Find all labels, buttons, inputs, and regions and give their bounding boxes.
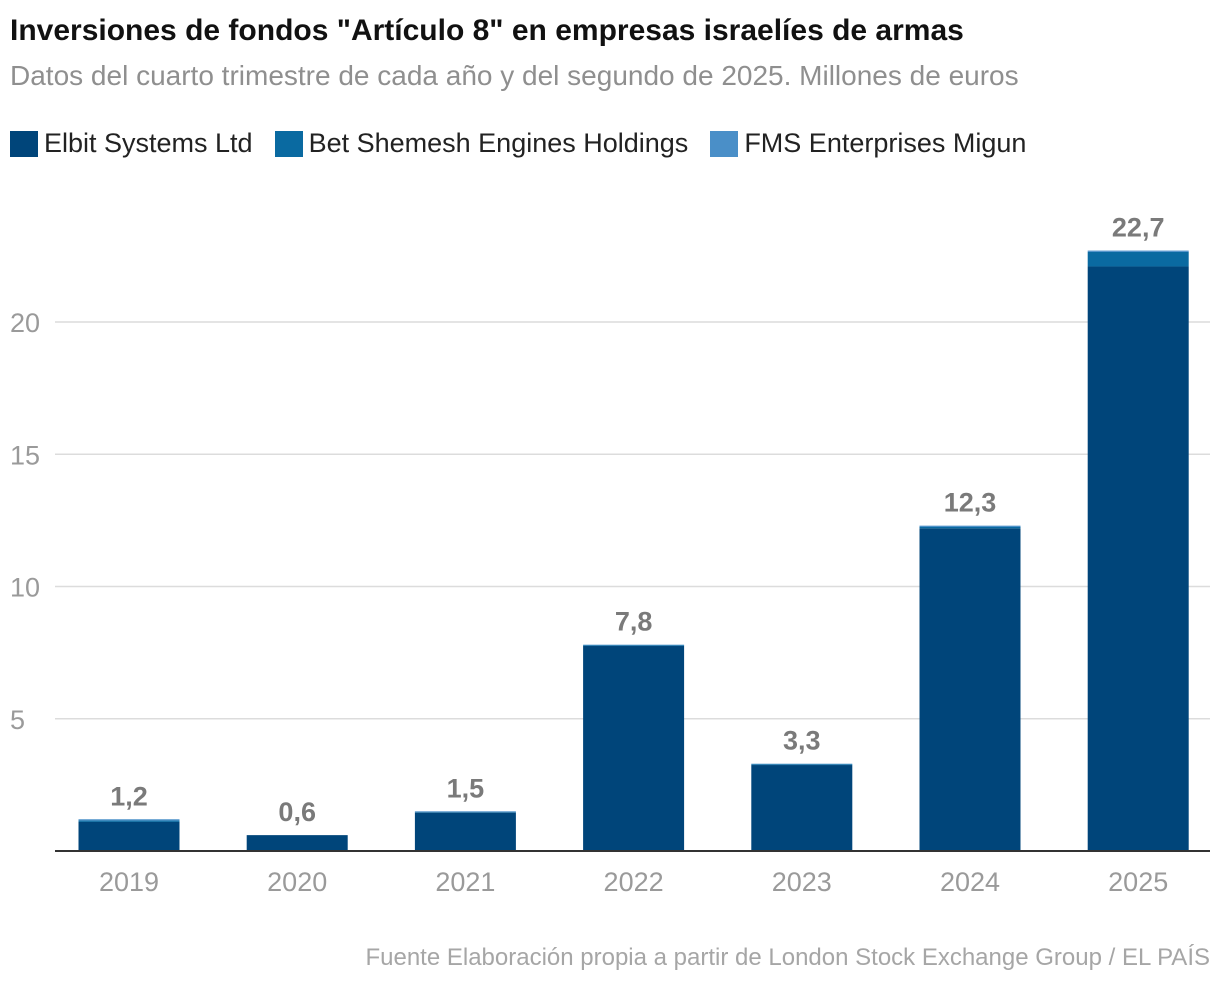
- y-tick-label-15: 15: [10, 440, 40, 470]
- data-label-2021: 1,5: [447, 773, 485, 803]
- bar-2023-series-0: [751, 765, 853, 851]
- data-label-2023: 3,3: [783, 726, 821, 756]
- bar-2020-series-0: [246, 835, 348, 851]
- bar-2024-series-1: [919, 526, 1021, 529]
- bar-2023-series-1: [751, 764, 853, 766]
- bar-2019-series-0: [78, 821, 180, 851]
- bar-2019-series-2: [78, 819, 180, 821]
- x-tick-label-2025: 2025: [1108, 867, 1168, 897]
- chart-title: Inversiones de fondos "Artículo 8" en em…: [10, 14, 964, 47]
- data-label-2019: 1,2: [110, 781, 148, 811]
- legend-swatch-fms: [710, 130, 739, 157]
- legend-item-bet-shemesh: Bet Shemesh Engines Holdings: [274, 128, 689, 159]
- data-label-2024: 12,3: [944, 488, 997, 518]
- legend: Elbit Systems Ltd Bet Shemesh Engines Ho…: [10, 128, 1048, 159]
- legend-swatch-bet-shemesh: [274, 130, 303, 157]
- legend-item-fms: FMS Enterprises Migun: [710, 128, 1026, 159]
- data-label-2020: 0,6: [278, 797, 316, 827]
- x-tick-label-2020: 2020: [267, 867, 327, 897]
- legend-swatch-elbit: [10, 130, 38, 157]
- y-tick-label-10: 10: [10, 573, 40, 603]
- x-tick-label-2022: 2022: [604, 867, 664, 897]
- legend-label-bet-shemesh: Bet Shemesh Engines Holdings: [308, 128, 689, 158]
- legend-label-elbit: Elbit Systems Ltd: [44, 128, 253, 158]
- bar-2022-series-0: [583, 646, 685, 851]
- x-tick-label-2021: 2021: [435, 867, 495, 897]
- legend-item-elbit: Elbit Systems Ltd: [10, 128, 253, 159]
- data-label-2022: 7,8: [615, 607, 653, 637]
- bar-2024-series-2: [919, 525, 1021, 527]
- bar-2023-series-2: [751, 763, 853, 765]
- data-label-2025: 22,7: [1112, 213, 1165, 243]
- bar-2025-series-2: [1087, 250, 1189, 252]
- bar-2021-series-0: [414, 812, 516, 851]
- bar-2019-series-1: [78, 820, 180, 822]
- y-tick-label-20: 20: [10, 308, 40, 338]
- x-tick-label-2024: 2024: [940, 867, 1000, 897]
- bar-2021-series-1: [414, 812, 516, 813]
- legend-label-fms: FMS Enterprises Migun: [744, 128, 1027, 158]
- bar-2021-series-2: [414, 811, 516, 813]
- bar-2022-series-1: [583, 645, 685, 647]
- y-tick-label-5: 5: [10, 705, 25, 735]
- source-note: Fuente Elaboración propia a partir de Lo…: [365, 944, 1210, 971]
- chart-subtitle: Datos del cuarto trimestre de cada año y…: [10, 60, 1019, 91]
- x-tick-label-2019: 2019: [99, 867, 159, 897]
- bar-2024-series-0: [919, 528, 1021, 851]
- x-tick-label-2023: 2023: [772, 867, 832, 897]
- bar-2022-series-2: [583, 644, 685, 646]
- bar-2025-series-0: [1087, 266, 1189, 852]
- bar-2025-series-1: [1087, 251, 1189, 267]
